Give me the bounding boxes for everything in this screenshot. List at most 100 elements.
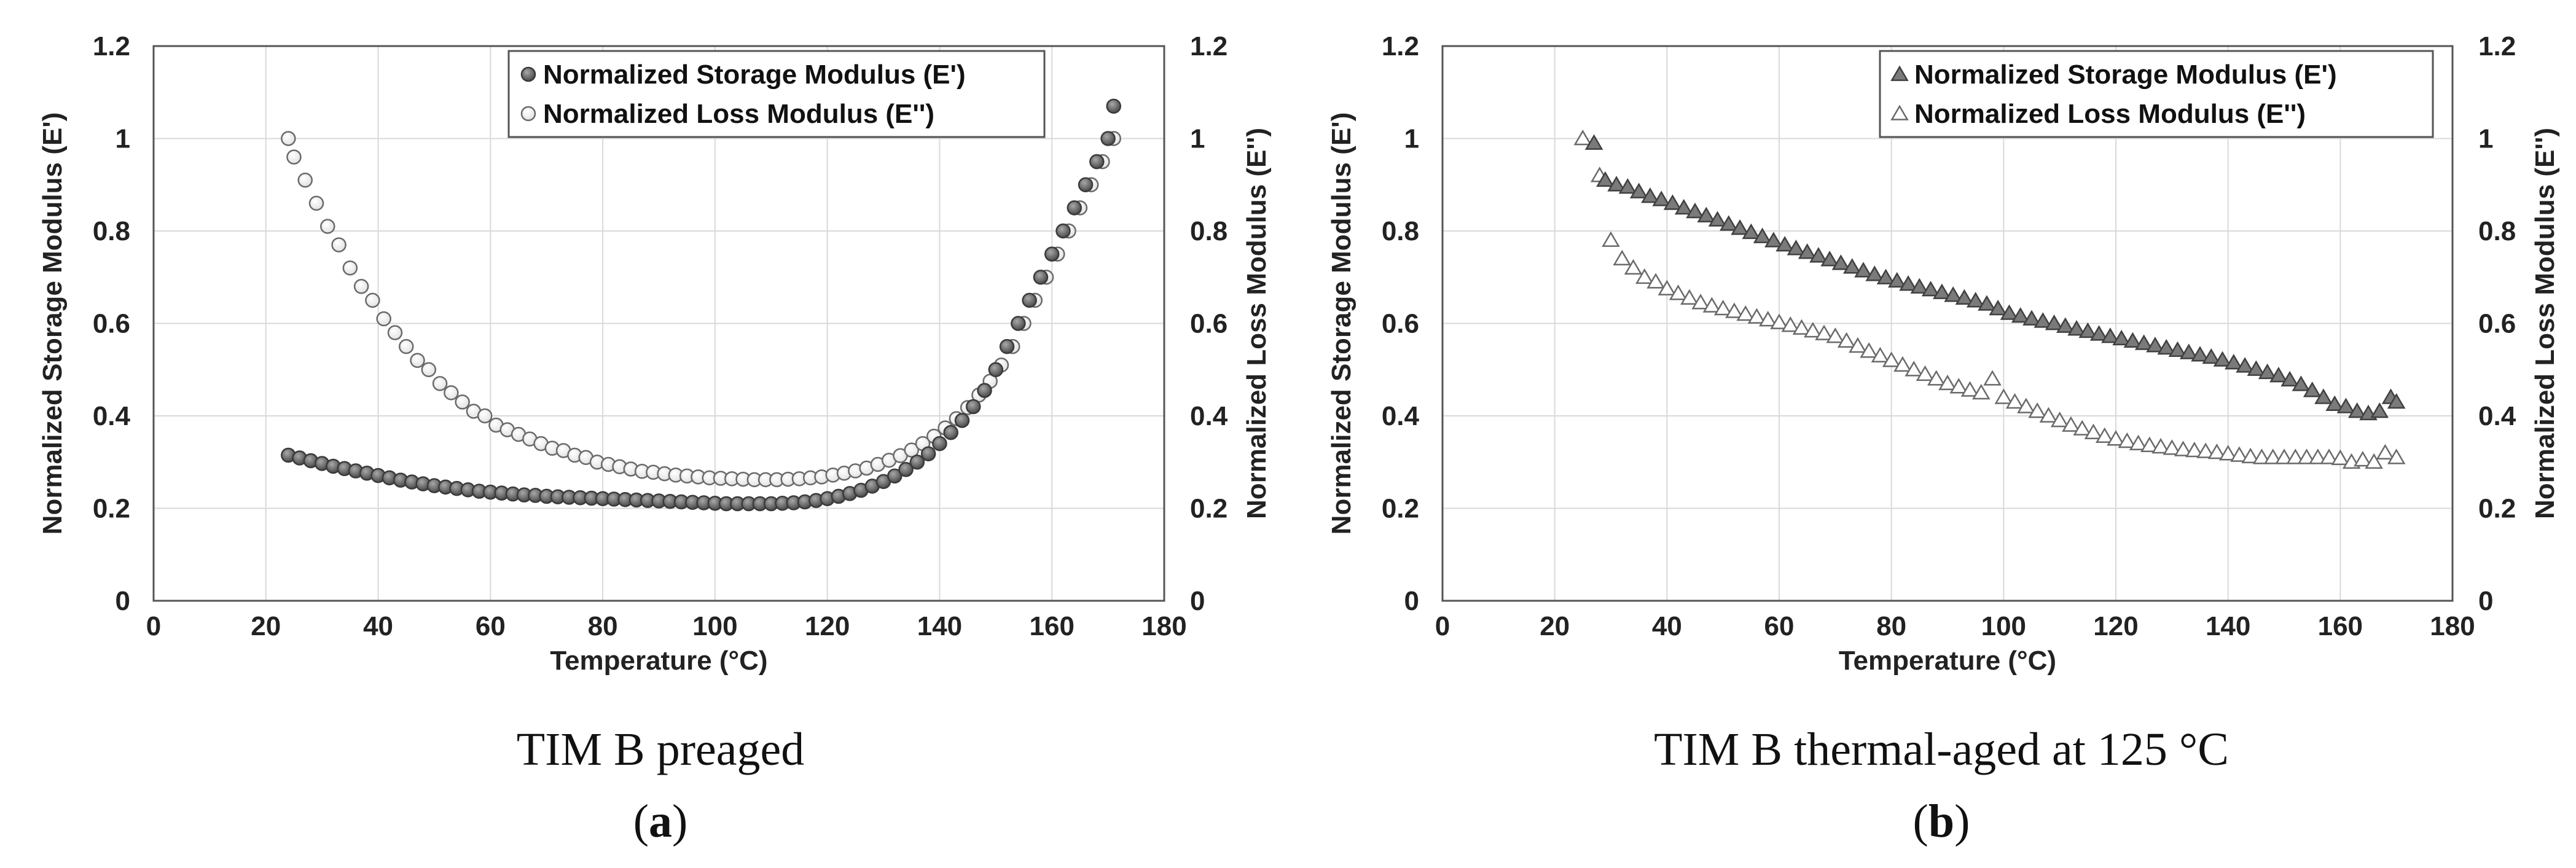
data-point — [1960, 381, 1979, 397]
data-point — [999, 338, 1015, 354]
x-axis-label: Temperature (°C) — [550, 646, 767, 676]
x-tick-label: 140 — [917, 611, 962, 641]
y-right-tick-label: 0 — [2478, 586, 2493, 616]
legend-marker-storage — [1890, 65, 1909, 81]
data-point — [1658, 280, 1677, 295]
x-tick-label: 120 — [805, 611, 850, 641]
data-point — [898, 462, 914, 477]
data-point — [2129, 434, 2148, 450]
y-left-tick-label: 0.8 — [93, 216, 130, 246]
data-point — [2280, 370, 2299, 387]
y-right-tick-labels: 0 0.2 0.4 0.6 0.8 1 1.2 — [2478, 31, 2516, 616]
data-point — [2269, 367, 2288, 383]
data-point — [1106, 98, 1121, 114]
data-point — [1663, 194, 1682, 210]
data-point — [2039, 407, 2058, 423]
data-point — [2056, 317, 2075, 333]
plot-frame — [1441, 45, 2454, 602]
y-right-tick-label: 0.6 — [1190, 309, 1227, 339]
data-point — [286, 149, 302, 165]
x-tick-label: 160 — [1030, 611, 1075, 641]
data-point — [1938, 374, 1957, 391]
data-point — [1686, 202, 1704, 219]
data-point — [1972, 383, 1991, 400]
data-point — [1882, 351, 1901, 367]
data-point — [2005, 393, 2024, 409]
y-left-tick-label: 0.6 — [1382, 309, 1419, 339]
data-point — [2101, 327, 2120, 343]
panel-letter-b: b — [1928, 796, 1954, 847]
data-point — [1983, 370, 2002, 386]
x-tick-label: 80 — [1876, 611, 1906, 641]
x-tick-label: 0 — [146, 611, 161, 641]
data-point — [1618, 178, 1637, 194]
data-point — [2347, 402, 2367, 418]
data-point — [2017, 397, 2035, 413]
x-tick-label: 100 — [1981, 611, 2026, 641]
y-right-tick-label: 0 — [1190, 586, 1205, 616]
data-point — [1831, 254, 1850, 270]
data-point — [1989, 299, 2007, 316]
data-point — [2365, 453, 2383, 469]
data-point — [1758, 310, 1777, 327]
data-point — [932, 436, 947, 452]
data-point — [1820, 251, 1839, 267]
legend: Normalized Storage Modulus (E') Normaliz… — [1879, 50, 2434, 138]
data-point — [1624, 259, 1643, 275]
data-point — [2297, 448, 2316, 464]
data-point — [2370, 402, 2389, 418]
data-point — [2218, 445, 2237, 461]
y-left-tick-label: 1 — [1404, 124, 1419, 154]
data-point — [297, 172, 313, 188]
legend-marker-loss — [520, 106, 536, 122]
x-tick-label: 180 — [1141, 611, 1186, 641]
data-point — [1602, 231, 1620, 247]
legend-marker — [1890, 104, 1909, 120]
y-left-tick-label: 0 — [115, 586, 130, 616]
y-right-tick-label: 0.2 — [2478, 494, 2516, 524]
data-point — [410, 353, 425, 368]
x-tick-label: 20 — [1540, 611, 1570, 641]
data-point — [1815, 324, 1833, 340]
data-point — [2331, 449, 2350, 466]
data-point — [1775, 236, 1794, 252]
data-point — [977, 383, 992, 398]
y-right-tick-label: 0.8 — [2478, 216, 2516, 246]
legend-label-storage: Normalized Storage Modulus (E') — [1914, 60, 2337, 90]
data-point — [1753, 227, 1772, 243]
data-point — [2123, 332, 2142, 348]
data-point — [1770, 313, 1788, 329]
data-point — [1078, 177, 1094, 192]
y-left-tick-label: 0.2 — [93, 494, 130, 524]
data-point — [376, 311, 391, 327]
data-point — [966, 399, 981, 415]
data-point — [988, 362, 1004, 377]
x-tick-label: 40 — [1652, 611, 1682, 641]
y-left-tick-label: 1.2 — [1382, 31, 1419, 61]
data-point — [1100, 131, 1116, 146]
data-point — [2151, 437, 2170, 454]
data-point — [1742, 223, 1761, 240]
data-point — [2275, 448, 2293, 464]
data-point — [2062, 416, 2080, 432]
data-point — [1966, 292, 1985, 308]
data-point — [1055, 223, 1071, 239]
y-left-tick-label: 0.8 — [1382, 216, 1419, 246]
legend-marker-loss — [1890, 104, 1909, 120]
data-point — [2168, 341, 2187, 357]
data-point — [2028, 402, 2046, 418]
y-left-tick-labels: 0 0.2 0.4 0.6 0.8 1 1.2 — [93, 31, 131, 616]
data-point — [1033, 270, 1049, 285]
data-point — [1584, 134, 1603, 150]
data-point — [2225, 353, 2243, 370]
panel-letter-a: a — [649, 796, 672, 847]
data-points — [281, 98, 1121, 512]
y-right-tick-label: 0.6 — [2478, 309, 2516, 339]
data-point — [1736, 305, 1755, 321]
data-point — [2325, 395, 2344, 412]
data-point — [2118, 432, 2137, 448]
legend-marker-storage — [520, 66, 536, 82]
data-point — [1708, 211, 1727, 227]
data-point — [1674, 198, 1693, 215]
data-point — [2376, 444, 2395, 460]
